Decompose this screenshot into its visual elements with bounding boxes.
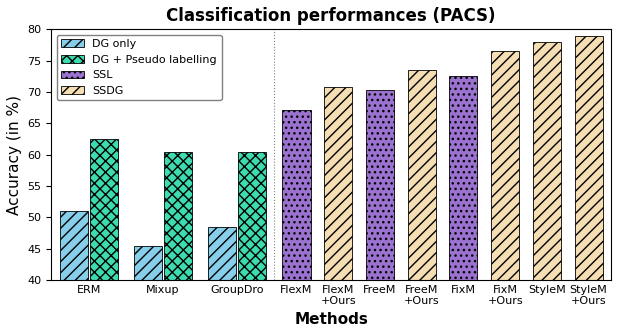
Y-axis label: Accuracy (in %): Accuracy (in %) — [7, 95, 22, 215]
Bar — [164, 152, 192, 280]
Bar — [533, 42, 561, 280]
X-axis label: Methods: Methods — [294, 312, 368, 327]
Bar — [491, 51, 519, 280]
Bar — [134, 245, 162, 280]
Bar — [408, 70, 436, 280]
Bar — [366, 90, 394, 280]
Bar — [208, 227, 236, 280]
Title: Classification performances (PACS): Classification performances (PACS) — [166, 7, 496, 25]
Bar — [575, 35, 603, 280]
Bar — [449, 76, 478, 280]
Bar — [90, 139, 118, 280]
Bar — [324, 87, 352, 280]
Legend: DG only, DG + Pseudo labelling, SSL, SSDG: DG only, DG + Pseudo labelling, SSL, SSD… — [57, 35, 221, 101]
Bar — [239, 152, 266, 280]
Bar — [60, 211, 88, 280]
Bar — [282, 110, 310, 280]
